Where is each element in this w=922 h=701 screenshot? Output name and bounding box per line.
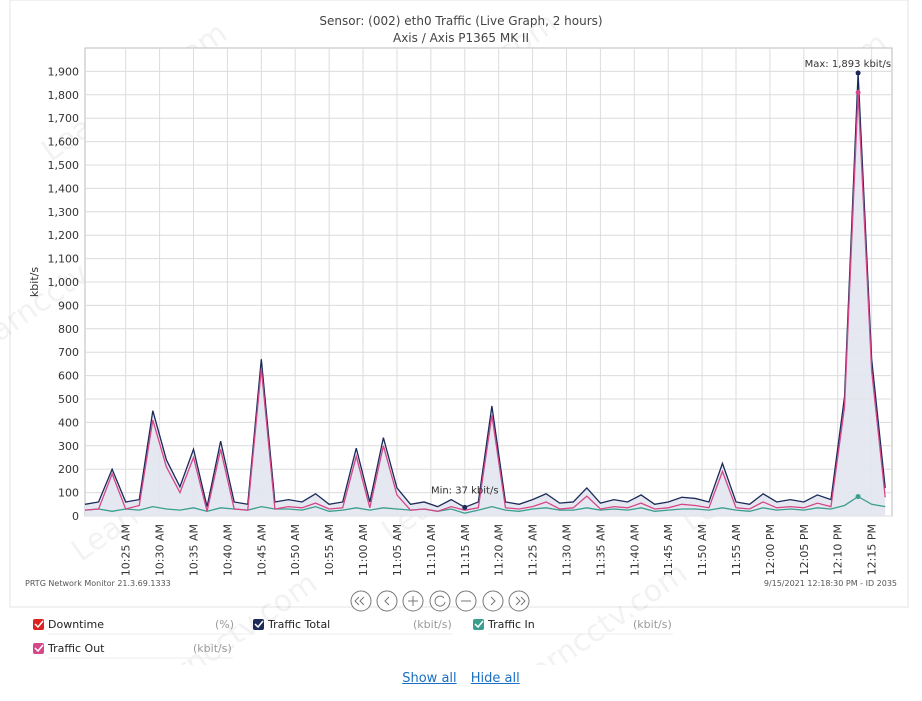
annotation-label: Min: 37 kbit/s (431, 485, 499, 496)
icon (434, 595, 446, 607)
y-tick-label: 1,600 (48, 136, 80, 149)
check-icon (474, 620, 484, 629)
hide-all-link[interactable]: Hide all (470, 671, 520, 686)
legend-unit: (kbit/s) (413, 618, 452, 631)
y-tick-label: 1,100 (48, 253, 80, 266)
nav-last[interactable] (508, 590, 530, 612)
y-tick-label: 100 (58, 487, 79, 500)
annotation-marker (462, 504, 468, 510)
legend-label: Traffic Out (47, 642, 105, 655)
series-line (84, 495, 886, 514)
x-tick-label: 11:30 AM (560, 524, 573, 576)
y-tick-label: 1,500 (48, 159, 80, 172)
x-tick-label: 10:35 AM (188, 524, 201, 576)
legend-label: Downtime (48, 618, 104, 631)
x-tick-label: 12:15 PM (866, 524, 879, 575)
legend-unit: (%) (215, 618, 234, 631)
x-tick-label: 11:45 AM (662, 524, 675, 576)
footer-version: PRTG Network Monitor 21.3.69.1333 (25, 579, 171, 588)
x-tick-label: 12:05 PM (798, 524, 811, 575)
series-line (84, 92, 886, 512)
y-tick-label: 1,000 (48, 276, 80, 289)
legend: Downtime (%) Traffic Total (kbit/s) Traffic … (33, 618, 673, 659)
y-tick-label: 1,200 (48, 229, 80, 242)
y-tick-label: 1,800 (48, 89, 80, 102)
legend-unit: (kbit/s) (633, 618, 672, 631)
links: Show all Hide all (0, 671, 922, 686)
y-tick-label: 200 (58, 463, 79, 476)
x-tick-label: 11:40 AM (628, 524, 641, 576)
x-tick-label: 10:55 AM (323, 524, 336, 576)
x-tick-label: 11:00 AM (357, 524, 370, 576)
icon (490, 596, 496, 606)
icon (384, 596, 390, 606)
x-tick-label: 11:05 AM (391, 524, 404, 576)
legend-label: Traffic Total (267, 618, 330, 631)
icon (515, 596, 526, 606)
series-area (85, 73, 886, 517)
chart-title: Sensor: (002) eth0 Traffic (Live Graph, … (319, 14, 602, 28)
x-tick-label: 11:15 AM (459, 524, 472, 576)
check-icon (254, 620, 264, 629)
x-tick-label: 10:25 AM (120, 524, 133, 576)
y-tick-label: 800 (58, 323, 79, 336)
series-line (84, 73, 886, 509)
legend-label: Traffic In (487, 618, 535, 631)
reset[interactable] (429, 590, 451, 612)
y-tick-label: 900 (58, 299, 79, 312)
legend-checkbox[interactable] (473, 619, 484, 630)
chart-subtitle: Axis / Axis P1365 MK II (393, 31, 529, 45)
x-tick-label: 11:50 AM (696, 524, 709, 576)
y-tick-label: 300 (58, 440, 79, 453)
y-tick-label: 1,900 (48, 65, 80, 78)
y-tick-label: 500 (58, 393, 79, 406)
x-tick-label: 12:00 PM (764, 524, 777, 575)
y-tick-label: 400 (58, 416, 79, 429)
check-icon (34, 620, 44, 629)
series-marker (855, 494, 861, 500)
y-tick-label: 1,400 (48, 182, 80, 195)
footer-timestamp: 9/15/2021 12:18:30 PM - ID 2035 (764, 579, 897, 588)
icon (354, 596, 365, 606)
legend-checkbox[interactable] (253, 619, 264, 630)
legend-unit: (kbit/s) (193, 642, 232, 655)
series-marker (855, 89, 861, 95)
annotation-marker (855, 70, 861, 76)
y-tick-label: 600 (58, 370, 79, 383)
y-axis-label: kbit/s (28, 267, 41, 297)
x-tick-label: 11:10 AM (425, 524, 438, 576)
x-tick-label: 11:55 AM (730, 524, 743, 576)
nav-buttons (350, 590, 530, 612)
x-tick-label: 12:10 PM (832, 524, 845, 575)
x-tick-label: 11:25 AM (527, 524, 540, 576)
x-tick-label: 10:40 AM (221, 524, 234, 576)
x-tick-label: 11:20 AM (493, 524, 506, 576)
y-tick-label: 700 (58, 346, 79, 359)
legend-checkbox[interactable] (33, 619, 44, 630)
nav-first[interactable] (350, 590, 372, 612)
icon (408, 596, 418, 606)
x-tick-label: 10:30 AM (154, 524, 167, 576)
annotation-label: Max: 1,893 kbit/s (805, 59, 891, 70)
x-tick-label: 10:50 AM (289, 524, 302, 576)
show-all-link[interactable]: Show all (402, 671, 457, 686)
x-tick-label: 11:35 AM (594, 524, 607, 576)
y-tick-label: 1,700 (48, 112, 80, 125)
x-tick-label: 10:45 AM (255, 524, 268, 576)
nav-prev[interactable] (376, 590, 398, 612)
nav-next[interactable] (482, 590, 504, 612)
chart: Learncctv.comLearncctv.comLearncctv.comL… (0, 0, 909, 665)
y-tick-label: 0 (72, 510, 79, 523)
y-tick-label: 1,300 (48, 206, 80, 219)
check-icon (34, 644, 44, 653)
legend-checkbox[interactable] (33, 643, 44, 654)
